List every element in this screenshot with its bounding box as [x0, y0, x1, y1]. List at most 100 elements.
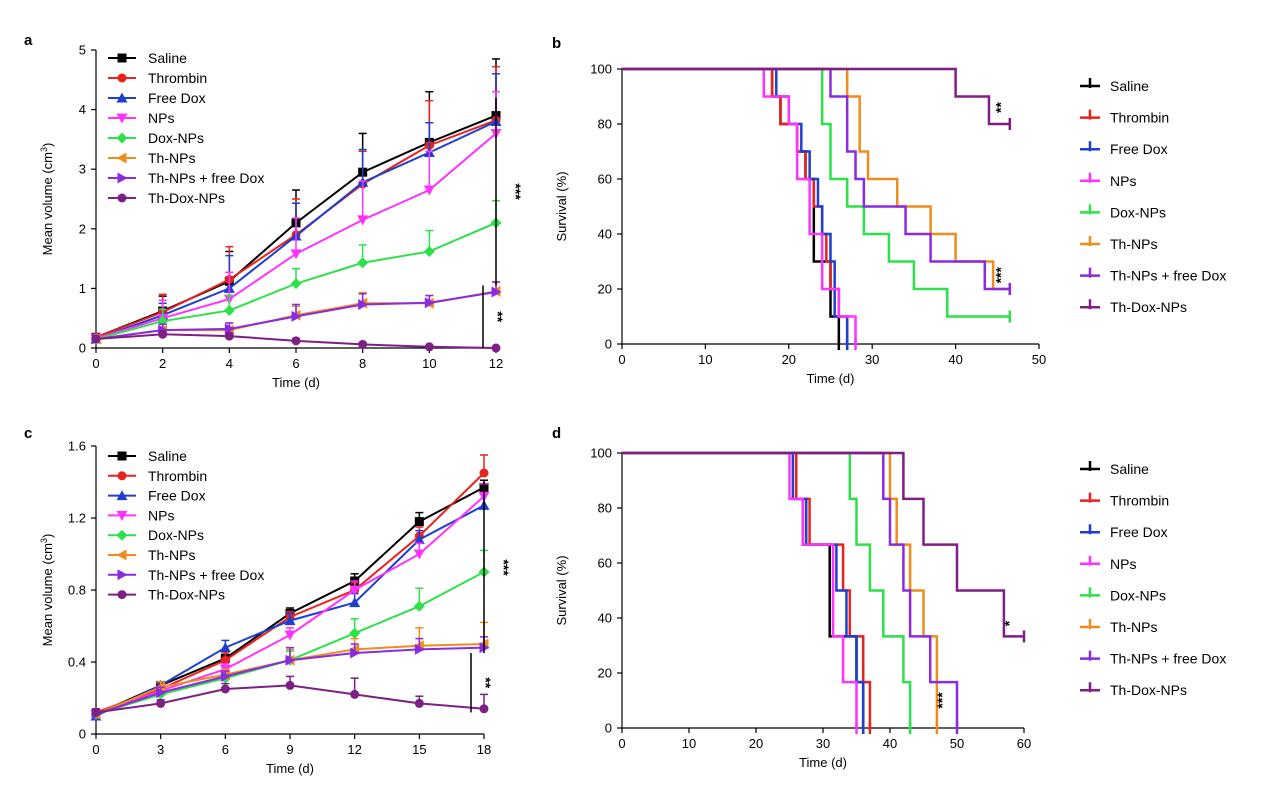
panel-a-x-tick-label: 8 [359, 356, 366, 371]
panel-a-legend-label-nps: NPs [148, 110, 174, 126]
panel-c-legend-label-saline: Saline [148, 448, 187, 464]
panel-d-significance-label: * [1001, 620, 1017, 626]
panel-b-legend-label-thrombin: Thrombin [1110, 110, 1169, 126]
panel-d-legend-label-th-nps: Th-NPs [1110, 619, 1157, 635]
panel-d-y-tick-label: 20 [598, 666, 612, 681]
panel-b-legend-line-th-nps-free-dox [1080, 267, 1100, 278]
panel-c-point-th-dox-nps [285, 680, 295, 690]
panel-d-y-tick-label: 60 [598, 556, 612, 571]
panel-d-curve-dox-nps [622, 451, 912, 728]
panel-c-y-tick-label: 0 [79, 727, 86, 742]
panel-c-significance-label: *** [496, 559, 512, 576]
panel-c-point-free-dox [284, 615, 296, 626]
panel-d-legend-line-free-dox [1080, 524, 1100, 535]
panel-a-x-tick-label: 0 [92, 356, 99, 371]
panel-c-legend-label-free-dox: Free Dox [148, 488, 206, 504]
panel-a-significance-label: *** [508, 183, 524, 200]
panel-d-survival-chart: d 0 10 20 30 40 50 60 0 20 40 60 80 100 Time (d) Surviv… [552, 425, 1226, 770]
panel-a-x-tick-label: 2 [159, 356, 166, 371]
panel-d-curve-saline [622, 451, 865, 728]
panel-a-point-th-dox-nps [491, 343, 501, 353]
panel-c-point-th-nps-free-dox [156, 687, 167, 699]
panel-c-x-tick-label: 9 [286, 742, 293, 757]
panel-b-y-axis-label: Survival (%) [554, 171, 569, 241]
panel-b-x-tick-label: 20 [782, 352, 796, 367]
panel-b-letter: b [552, 35, 561, 52]
panel-a-legend-label-th-nps: Th-NPs [148, 150, 195, 166]
panel-d-legend-line-nps [1080, 555, 1100, 566]
panel-a-legend-marker-th-dox-nps [117, 193, 127, 203]
panel-b-x-tick-label: 0 [618, 352, 625, 367]
panel-a-point-th-nps-free-dox [358, 298, 369, 310]
panel-d-x-tick-label: 10 [682, 736, 696, 751]
panel-d-significance-label: *** [934, 692, 950, 709]
panel-b-legend-label-dox-nps: Dox-NPs [1110, 204, 1166, 220]
panel-a-legend-label-dox-nps: Dox-NPs [148, 130, 204, 146]
panel-a-point-th-nps-free-dox [491, 286, 502, 298]
panel-c-legend-marker-th-dox-nps [117, 590, 127, 600]
panel-a-legend-label-thrombin: Thrombin [148, 70, 207, 86]
panel-c-x-tick-label: 18 [477, 742, 491, 757]
panel-d-x-tick-label: 20 [749, 736, 763, 751]
panel-d-legend-line-th-dox-nps [1080, 682, 1100, 693]
panel-a-point-nps [290, 249, 302, 260]
panel-d-letter: d [552, 425, 561, 442]
panel-d-x-axis-label: Time (d) [799, 755, 847, 770]
panel-c-legend-marker-thrombin [117, 471, 127, 481]
panel-d-x-tick-label: 0 [618, 736, 625, 751]
panel-d-y-axis-label: Survival (%) [554, 555, 569, 625]
panel-b-x-axis-label: Time (d) [807, 371, 855, 386]
panel-b-survival-chart: b 0 10 20 30 40 50 0 20 40 60 80 100 Time (d) Survival… [552, 35, 1226, 386]
panel-d-y-tick-label: 0 [605, 721, 612, 736]
panel-c-legend-label-th-dox-nps: Th-Dox-NPs [148, 587, 225, 603]
panel-a-legend-marker-thrombin [117, 73, 127, 83]
panel-c-point-th-nps-free-dox [350, 647, 361, 659]
panel-a-point-dox-nps [357, 257, 369, 269]
panel-b-x-tick-label: 40 [948, 352, 962, 367]
panel-b-legend-line-free-dox [1080, 141, 1100, 152]
panel-a-x-axis-label: Time (d) [272, 375, 320, 390]
panel-d-curve-th-nps [622, 451, 939, 728]
panel-d-legend-line-th-nps-free-dox [1080, 650, 1100, 661]
panel-c-point-nps [349, 585, 361, 596]
panel-c-significance-label: ** [478, 677, 494, 688]
panel-d-legend-label-nps: NPs [1110, 556, 1136, 572]
panel-a-x-tick-label: 12 [489, 356, 503, 371]
panel-a-point-th-nps-free-dox [291, 310, 302, 322]
panel-c-point-th-dox-nps [350, 689, 360, 699]
panel-d-x-tick-label: 60 [1017, 736, 1031, 751]
panel-d-x-tick-label: 50 [950, 736, 964, 751]
panel-a-point-th-dox-nps [158, 329, 168, 339]
panel-c-legend-label-th-nps-free-dox: Th-NPs + free Dox [148, 567, 264, 583]
panel-b-y-tick-label: 20 [598, 282, 612, 297]
panel-c-x-tick-label: 0 [92, 742, 99, 757]
panel-d-curve-nps [622, 451, 858, 728]
panel-b-curve-dox-nps [622, 67, 1010, 318]
panel-b-significance-label: *** [993, 267, 1009, 284]
panel-a-point-nps [357, 215, 369, 226]
panel-a-y-tick-label: 4 [79, 102, 86, 117]
panel-a-legend-marker-nps [116, 113, 128, 124]
panel-c-point-th-dox-nps [414, 698, 424, 708]
panel-a-legend-marker-th-nps-free-dox [117, 172, 128, 184]
panel-d-curve-free-dox [622, 451, 865, 728]
panel-a-x-tick-label: 4 [226, 356, 233, 371]
panel-d-legend-label-free-dox: Free Dox [1110, 524, 1168, 540]
panel-d-x-tick-label: 40 [883, 736, 897, 751]
panel-c-point-th-nps-free-dox [220, 670, 231, 682]
panel-c-tumor-volume-chart: c 0 3 6 9 12 15 18 0 0.4 0.8 1.2 1.6 Time (d) Mean vol… [24, 425, 512, 776]
panel-c-legend-label-dox-nps: Dox-NPs [148, 527, 204, 543]
panel-a-legend-label-th-nps-free-dox: Th-NPs + free Dox [148, 170, 264, 186]
panel-c-point-th-nps-free-dox [285, 654, 296, 666]
panel-a-y-tick-label: 1 [79, 281, 86, 296]
panel-a-legend-label-th-dox-nps: Th-Dox-NPs [148, 190, 225, 206]
panel-d-legend-line-saline [1080, 461, 1100, 471]
panel-c-x-tick-label: 3 [157, 742, 164, 757]
panel-a-x-tick-label: 10 [422, 356, 436, 371]
panel-b-curve-saline [622, 67, 841, 344]
panel-b-curve-nps [622, 67, 857, 344]
panel-b-y-tick-label: 0 [605, 337, 612, 352]
panel-b-significance-label: ** [993, 102, 1009, 113]
panel-b-curve-thrombin [622, 67, 849, 344]
